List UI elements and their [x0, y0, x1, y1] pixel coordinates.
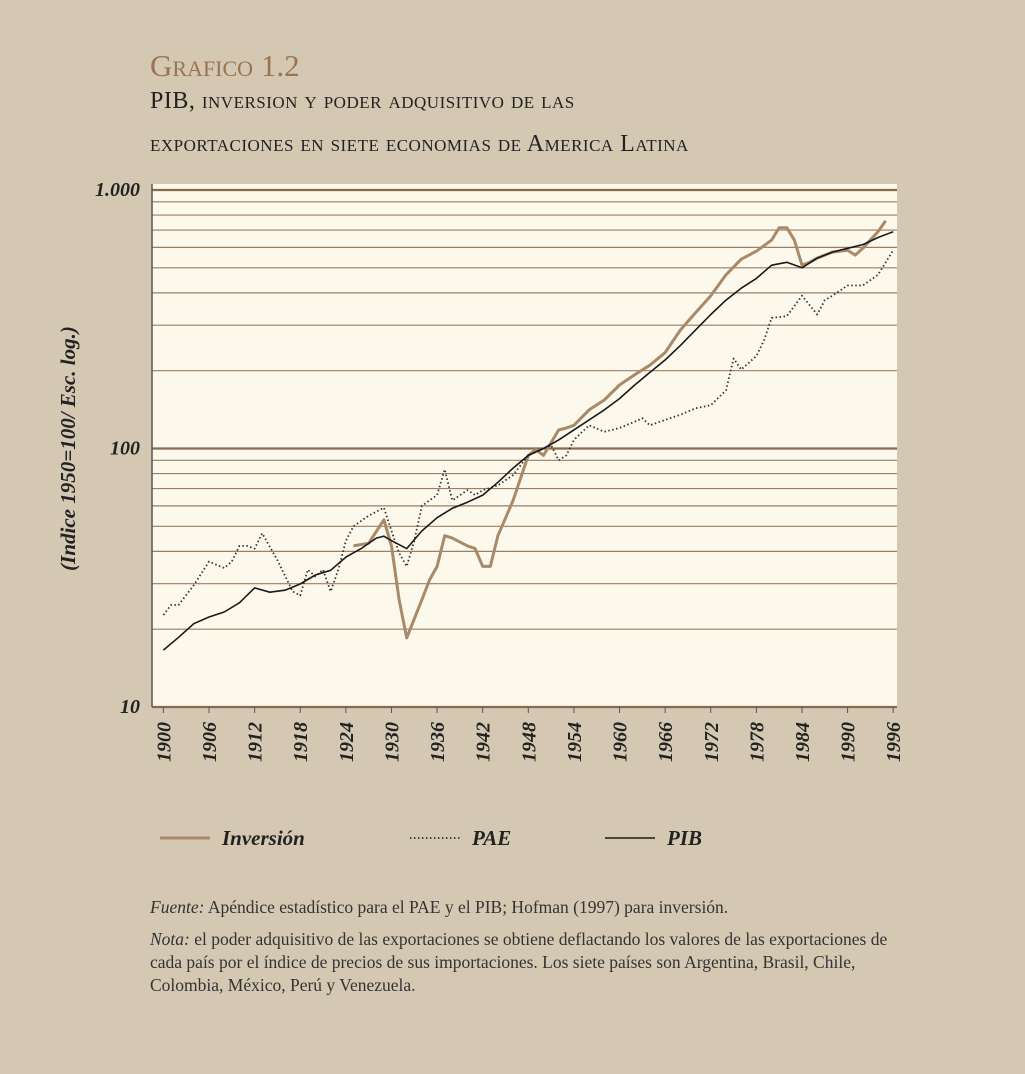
x-tick-label: 1942 — [473, 722, 495, 762]
legend-label: Inversión — [221, 826, 305, 850]
series-line — [162, 249, 894, 616]
y-tick-label: 10 — [120, 696, 140, 718]
source-label: Fuente: — [150, 897, 205, 917]
note: Nota: el poder adquisitivo de las export… — [150, 928, 895, 997]
legend-label: PIB — [666, 826, 702, 850]
source: Fuente: Apéndice estadístico para el PAE… — [150, 896, 895, 919]
legend-label: PAE — [471, 826, 511, 850]
chart-title: Grafico 1.2 — [150, 48, 300, 83]
x-tick-label: 1930 — [381, 722, 403, 762]
x-tick-label: 1966 — [655, 722, 677, 762]
x-tick-label: 1936 — [427, 722, 449, 762]
source-text: Apéndice estadístico para el PAE y el PI… — [207, 897, 729, 917]
x-tick-label: 1960 — [610, 722, 632, 762]
subtitle-line: exportaciones en siete economias de Amer… — [150, 131, 689, 157]
subtitle-line: PIB, inversion y poder adquisitivo de la… — [150, 88, 575, 114]
x-tick-label: 1912 — [245, 722, 267, 762]
series-line — [353, 219, 887, 640]
y-tick-label: 1.000 — [95, 179, 140, 201]
x-tick-label: 1996 — [883, 722, 905, 762]
series-line — [162, 230, 894, 651]
y-tick-label: 100 — [110, 438, 140, 460]
note-label: Nota: — [150, 929, 190, 949]
x-tick-label: 1972 — [701, 722, 723, 762]
x-tick-label: 1954 — [564, 722, 586, 762]
chart: 1.000 100 10 1900 1906 1912 1918 1924 1930 1936 19… — [56, 179, 905, 850]
x-tick-label: 1918 — [290, 722, 312, 762]
x-tick-label: 1948 — [518, 722, 540, 762]
x-tick-label: 1906 — [199, 722, 221, 762]
x-tick-label: 1978 — [746, 722, 768, 762]
y-axis-label: (Indice 1950=100/ Esc. log.) — [56, 326, 80, 571]
note-text: el poder adquisitivo de las exportacione… — [150, 929, 888, 995]
x-tick-label: 1924 — [336, 722, 358, 762]
x-tick-label: 1990 — [838, 722, 860, 762]
x-tick-label: 1900 — [153, 722, 175, 762]
plot-area — [152, 184, 897, 707]
x-tick-label: 1984 — [792, 722, 814, 762]
